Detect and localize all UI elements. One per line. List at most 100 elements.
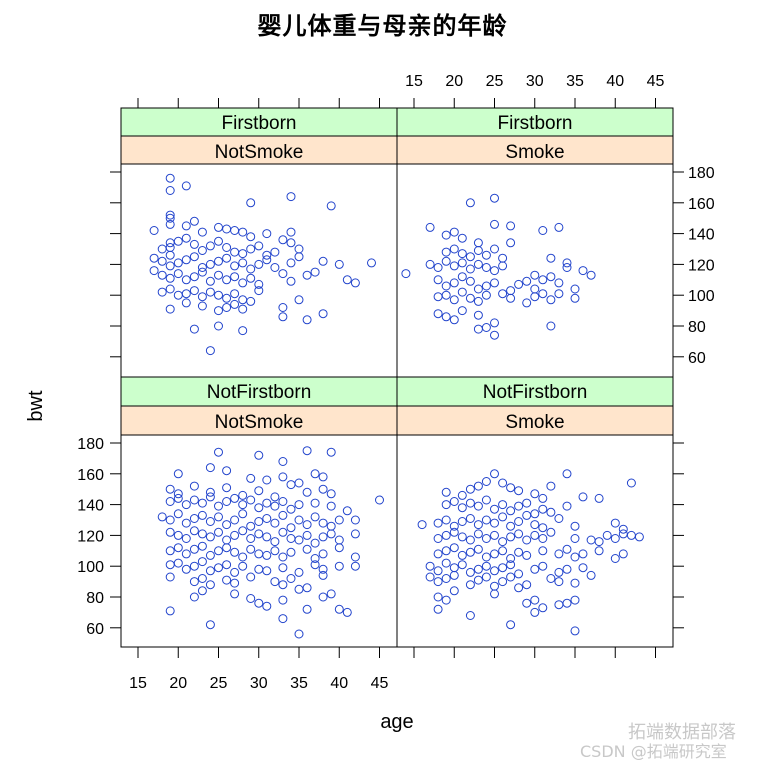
data-point <box>546 481 556 491</box>
data-point <box>490 530 499 540</box>
data-point <box>465 547 475 557</box>
data-point <box>538 561 548 571</box>
data-point <box>246 594 256 603</box>
data-point <box>457 233 467 243</box>
data-point <box>222 543 232 553</box>
data-point <box>278 303 288 312</box>
data-point <box>165 484 175 494</box>
data-point <box>205 517 215 526</box>
data-point <box>262 514 272 523</box>
data-point <box>570 626 580 636</box>
data-point <box>457 287 467 297</box>
data-point <box>230 567 240 577</box>
data-point <box>538 546 548 556</box>
data-point <box>506 521 516 531</box>
data-point <box>473 544 483 554</box>
data-point <box>181 549 191 559</box>
data-point <box>514 501 524 511</box>
data-point <box>181 564 191 574</box>
x-tick-label-bottom: 40 <box>330 675 348 692</box>
data-point <box>570 552 580 562</box>
data-point <box>562 263 572 272</box>
data-point <box>230 289 240 299</box>
data-point <box>457 272 467 282</box>
data-point <box>262 566 272 576</box>
data-point <box>189 252 199 262</box>
data-point <box>546 272 556 282</box>
data-point <box>481 572 491 582</box>
data-point <box>350 552 360 562</box>
data-point <box>214 306 223 316</box>
data-point <box>318 532 328 542</box>
data-point <box>214 546 223 556</box>
data-point <box>197 267 207 277</box>
data-point <box>270 247 280 257</box>
data-point <box>286 258 296 268</box>
data-point <box>189 514 199 523</box>
data-point <box>326 489 336 499</box>
data-point <box>578 492 588 502</box>
data-point <box>278 235 288 245</box>
data-point <box>238 552 248 562</box>
data-point <box>189 526 199 536</box>
data-point <box>594 493 604 503</box>
data-point <box>465 498 475 508</box>
data-point <box>546 321 556 331</box>
data-point <box>578 266 588 276</box>
data-point <box>433 592 443 602</box>
data-point <box>334 543 344 553</box>
data-point <box>310 512 320 522</box>
data-point <box>481 561 491 571</box>
data-point <box>554 514 564 523</box>
data-point <box>457 503 467 513</box>
data-point <box>230 547 240 557</box>
data-point <box>506 293 516 303</box>
data-point <box>481 263 491 272</box>
data-point <box>173 489 183 499</box>
data-point <box>238 490 248 500</box>
data-point <box>318 564 328 574</box>
data-point <box>326 201 336 211</box>
data-point <box>433 549 443 559</box>
data-point <box>165 497 175 506</box>
data-point <box>546 574 556 583</box>
data-point <box>197 498 207 508</box>
data-point <box>441 290 451 300</box>
data-point <box>302 520 312 530</box>
data-point <box>230 530 240 540</box>
y-tick-label-left: 60 <box>86 621 104 638</box>
data-point <box>554 222 564 232</box>
data-point <box>449 315 459 325</box>
data-point <box>165 304 175 314</box>
data-point <box>425 259 435 269</box>
y-tick-label-left: 180 <box>77 436 104 453</box>
y-tick-label-right: 80 <box>688 319 706 336</box>
data-point <box>490 549 499 559</box>
y-axis-label: bwt <box>25 390 47 422</box>
data-point <box>425 572 435 582</box>
data-point <box>270 492 280 502</box>
data-point <box>506 238 516 248</box>
data-point <box>214 447 223 457</box>
data-point <box>457 490 467 500</box>
data-point <box>522 510 532 520</box>
data-point <box>473 529 483 539</box>
data-point <box>254 503 264 513</box>
data-point <box>286 276 296 286</box>
data-point <box>634 532 644 542</box>
data-point <box>165 213 175 223</box>
data-point <box>465 580 475 590</box>
data-point <box>490 318 499 328</box>
panel-border <box>396 434 674 648</box>
data-point <box>262 532 272 542</box>
data-point <box>610 518 620 528</box>
axis-labels: Firstborn NotSmoke Firstborn Smoke NotFirstb… <box>25 73 715 733</box>
data-point <box>449 543 459 553</box>
data-point <box>222 293 232 303</box>
data-point <box>278 510 288 520</box>
data-point <box>189 577 199 587</box>
data-point <box>401 269 411 279</box>
data-point <box>425 561 435 571</box>
data-point <box>465 264 475 274</box>
data-point <box>578 549 588 559</box>
